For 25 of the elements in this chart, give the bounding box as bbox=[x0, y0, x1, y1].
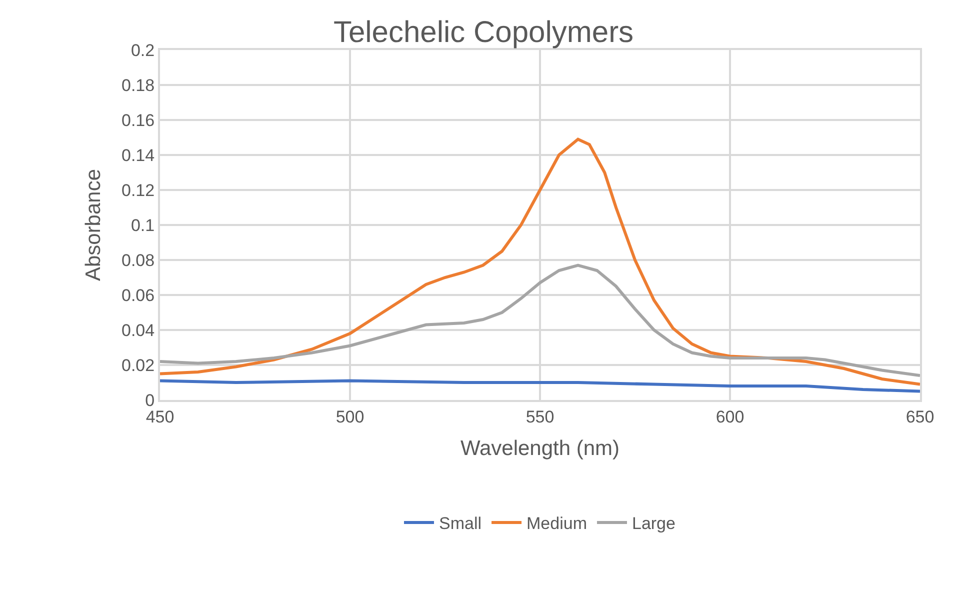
legend-label: Medium bbox=[526, 514, 587, 534]
y-axis-title: Absorbance bbox=[82, 168, 106, 282]
x-tick-label: 600 bbox=[716, 407, 744, 426]
x-axis-title: Wavelength (nm) bbox=[460, 437, 620, 460]
chart-title: Telechelic Copolymers bbox=[333, 16, 634, 49]
x-tick-label: 450 bbox=[146, 407, 174, 426]
y-tick-label: 0 bbox=[145, 390, 155, 410]
y-tick-label: 0.04 bbox=[122, 320, 155, 340]
x-tick-label: 500 bbox=[336, 407, 364, 426]
line-series bbox=[160, 379, 920, 393]
line-series bbox=[160, 264, 920, 377]
y-tick-label: 0.14 bbox=[122, 146, 155, 165]
x-tick-label: 650 bbox=[906, 407, 934, 426]
y-tick-label: 0.1 bbox=[130, 216, 155, 235]
legend-label: Large bbox=[632, 514, 676, 534]
y-tick-label: 0.18 bbox=[122, 76, 155, 95]
y-tick-label: 0.12 bbox=[122, 180, 155, 200]
y-tick-label: 0.02 bbox=[122, 356, 155, 375]
y-tick-label: 0.06 bbox=[122, 286, 155, 305]
y-tick-label: 0.2 bbox=[130, 40, 155, 60]
y-tick-label: 0.16 bbox=[122, 110, 155, 130]
line-series bbox=[160, 138, 920, 386]
legend-label: Small bbox=[439, 514, 482, 534]
y-tick-label: 0.08 bbox=[122, 250, 155, 270]
x-tick-label: 550 bbox=[526, 407, 554, 426]
